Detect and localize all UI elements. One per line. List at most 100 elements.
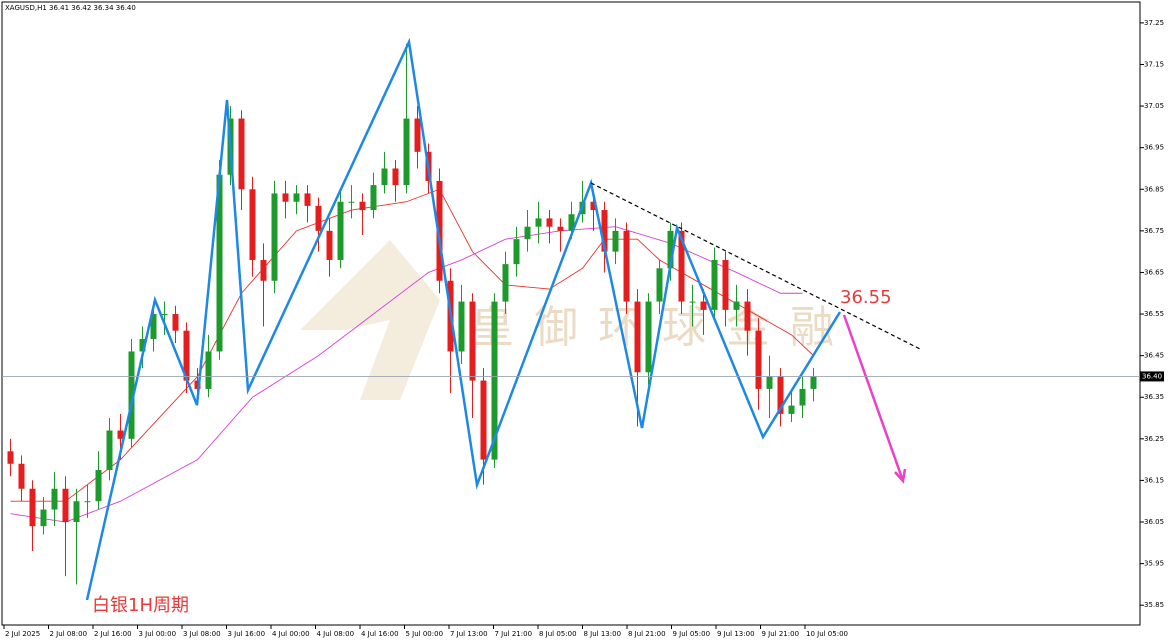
candle-body xyxy=(810,376,817,389)
candle-body xyxy=(403,118,410,186)
y-tick-label: 36.65 xyxy=(1144,268,1164,276)
candle-body xyxy=(139,338,146,352)
candle-body xyxy=(95,470,102,502)
candle-body xyxy=(238,118,245,190)
x-tick-label: 4 Jul 00:00 xyxy=(272,630,310,638)
candle-body xyxy=(590,201,597,211)
y-tick-label: 36.95 xyxy=(1144,144,1164,152)
candle-body xyxy=(656,268,663,302)
candle-body xyxy=(744,301,751,331)
y-tick-label: 37.25 xyxy=(1144,19,1164,27)
y-tick-label: 36.75 xyxy=(1144,227,1164,235)
y-tick-label: 36.85 xyxy=(1144,185,1164,193)
x-tick-label: 3 Jul 16:00 xyxy=(228,630,266,638)
plot xyxy=(7,43,817,585)
candle-body xyxy=(414,118,421,152)
candle-body xyxy=(502,264,509,302)
candle-body xyxy=(293,193,300,202)
candle-body xyxy=(7,451,14,464)
candle-body xyxy=(172,314,179,331)
y-tick-label: 35.85 xyxy=(1144,601,1164,609)
x-tick-label: 5 Jul 00:00 xyxy=(406,630,444,638)
y-tick-label: 35.95 xyxy=(1144,560,1164,568)
candle-body xyxy=(29,488,36,527)
x-tick-label: 9 Jul 05:00 xyxy=(673,630,711,638)
x-tick-label: 8 Jul 21:00 xyxy=(628,630,666,638)
watermark-logo xyxy=(300,240,440,400)
plot-frame xyxy=(1,1,1141,626)
candle-body xyxy=(799,388,806,406)
x-tick-label: 7 Jul 13:00 xyxy=(450,630,488,638)
y-tick-label: 36.05 xyxy=(1144,518,1164,526)
y-tick-label: 36.15 xyxy=(1144,476,1164,484)
candle-body xyxy=(480,380,487,460)
x-tick-label: 8 Jul 13:00 xyxy=(584,630,622,638)
candle-body xyxy=(161,314,168,316)
period-label: 白银1H周期 xyxy=(92,595,189,616)
candle-body xyxy=(612,230,619,252)
candle-body xyxy=(755,330,762,389)
x-tick-label: 4 Jul 08:00 xyxy=(317,630,355,638)
candle-body xyxy=(568,214,575,231)
candle-body xyxy=(700,301,707,310)
x-tick-label: 4 Jul 16:00 xyxy=(361,630,399,638)
y-tick-label: 36.25 xyxy=(1144,435,1164,443)
moving-average xyxy=(10,226,803,523)
candle-body xyxy=(348,201,355,203)
x-tick-label: 3 Jul 00:00 xyxy=(139,630,177,638)
candle-body xyxy=(117,430,124,439)
candle-body xyxy=(282,193,289,202)
candle-body xyxy=(645,301,652,373)
x-tick-label: 8 Jul 05:00 xyxy=(539,630,577,638)
candle-body xyxy=(84,501,91,503)
candle-body xyxy=(260,259,267,281)
x-tick-label: 2 Jul 2025 xyxy=(5,630,40,638)
x-tick-label: 7 Jul 21:00 xyxy=(495,630,533,638)
candle-body xyxy=(689,301,696,303)
candle-body xyxy=(711,259,718,310)
x-tick-label: 10 Jul 05:00 xyxy=(806,630,848,638)
candle-body xyxy=(436,180,443,281)
y-tick-label: 37.05 xyxy=(1144,102,1164,110)
candle-body xyxy=(106,430,113,471)
candle-body xyxy=(601,210,608,252)
candle-body xyxy=(183,330,190,381)
candle-body xyxy=(315,205,322,231)
chart-title: XAGUSD,H1 36.41 36.42 36.34 36.40 xyxy=(5,4,136,12)
candle-body xyxy=(40,509,47,527)
candle-body xyxy=(678,230,685,302)
candle-body xyxy=(370,185,377,211)
y-tick-label: 36.35 xyxy=(1144,393,1164,401)
candle-body xyxy=(18,463,25,489)
candle-body xyxy=(777,376,784,414)
candle-body xyxy=(62,488,69,523)
moving-average xyxy=(10,188,814,502)
candle-body xyxy=(150,314,157,339)
x-tick-label: 9 Jul 13:00 xyxy=(717,630,755,638)
candle-body xyxy=(458,301,465,352)
x-tick-label: 2 Jul 16:00 xyxy=(94,630,132,638)
candle-body xyxy=(304,193,311,206)
x-tick-label: 2 Jul 08:00 xyxy=(50,630,88,638)
candle-body xyxy=(667,230,674,269)
candle-body xyxy=(546,218,553,227)
candle-body xyxy=(469,301,476,381)
candle-body xyxy=(623,230,630,302)
candle-body xyxy=(535,218,542,227)
target-label: 36.55 xyxy=(840,287,892,308)
candle-body xyxy=(359,201,366,211)
candle-body xyxy=(634,301,641,373)
candle-body xyxy=(73,501,80,523)
candle-body xyxy=(524,226,531,240)
candle-body xyxy=(733,301,740,310)
candle-body xyxy=(271,193,278,281)
candle-body xyxy=(249,189,256,260)
y-tick-label: 36.55 xyxy=(1144,310,1164,318)
trendline xyxy=(590,182,923,351)
candle-body xyxy=(326,230,333,260)
y-tick-label: 37.15 xyxy=(1144,60,1164,68)
candle-body xyxy=(557,226,564,231)
candle-body xyxy=(337,201,344,260)
